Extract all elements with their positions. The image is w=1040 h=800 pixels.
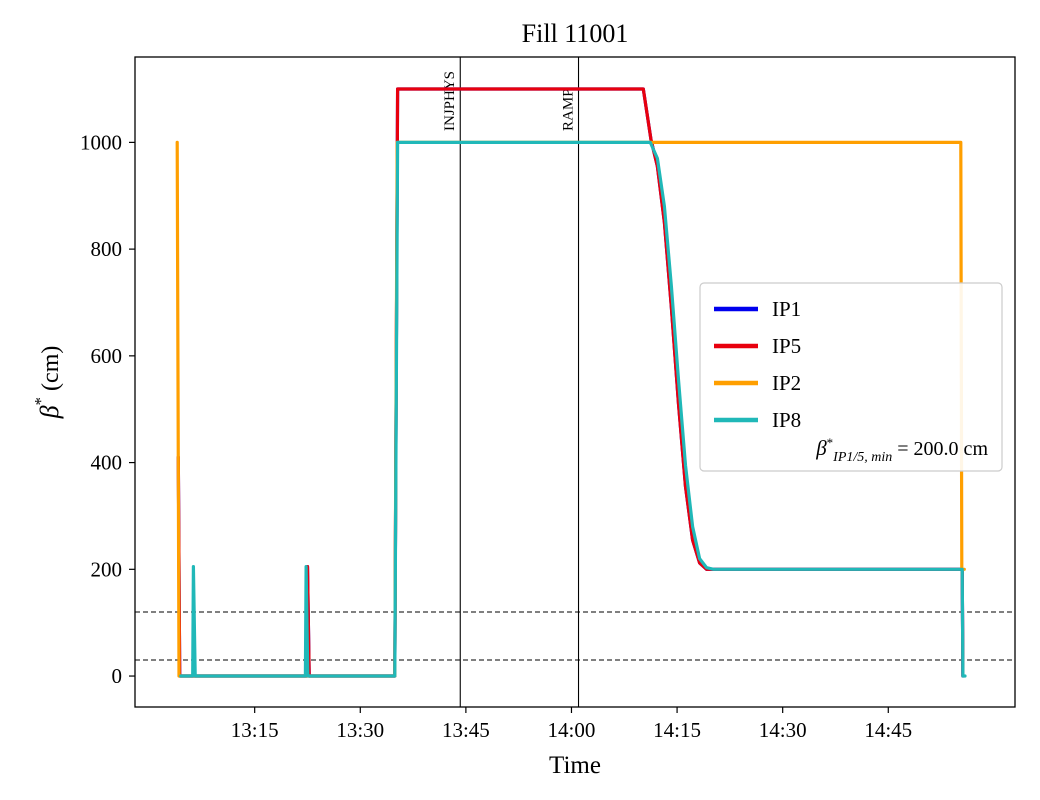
- x-tick-label: 13:30: [336, 718, 384, 742]
- x-tick-label: 14:15: [653, 718, 701, 742]
- y-tick-label: 0: [112, 664, 123, 688]
- legend-label-ip5: IP5: [772, 334, 801, 358]
- legend-box: [699, 282, 1003, 472]
- y-tick-label: 1000: [80, 130, 122, 154]
- legend-note-beta-min: β*IP1/5, min = 200.0 cm: [815, 435, 988, 465]
- chart-title: Fill 11001: [522, 19, 629, 48]
- legend-label-ip1: IP1: [772, 297, 801, 321]
- y-axis-label: β* (cm): [31, 346, 64, 420]
- x-tick-label: 14:45: [864, 718, 912, 742]
- plot-frame: [134, 56, 1016, 708]
- series-ip8: [179, 140, 967, 678]
- x-tick-label: 14:30: [759, 718, 807, 742]
- vline-label-injphys: INJPHYS: [442, 71, 458, 131]
- legend: IP1 IP5 IP2 IP8 β*IP1/5, min = 200.0 cm: [699, 282, 1003, 472]
- vline-label-ramp: RAMP: [561, 88, 577, 131]
- y-tick-label: 800: [91, 237, 123, 261]
- x-axis-label: Time: [549, 752, 601, 779]
- y-tick-label: 200: [91, 557, 123, 581]
- x-tick-label: 13:45: [442, 718, 490, 742]
- legend-label-ip8: IP8: [772, 408, 801, 432]
- x-tick-label: 13:15: [231, 718, 279, 742]
- y-tick-label: 400: [91, 451, 123, 475]
- legend-label-ip2: IP2: [772, 371, 801, 395]
- x-tick-label: 14:00: [548, 718, 596, 742]
- y-tick-label: 600: [91, 344, 123, 368]
